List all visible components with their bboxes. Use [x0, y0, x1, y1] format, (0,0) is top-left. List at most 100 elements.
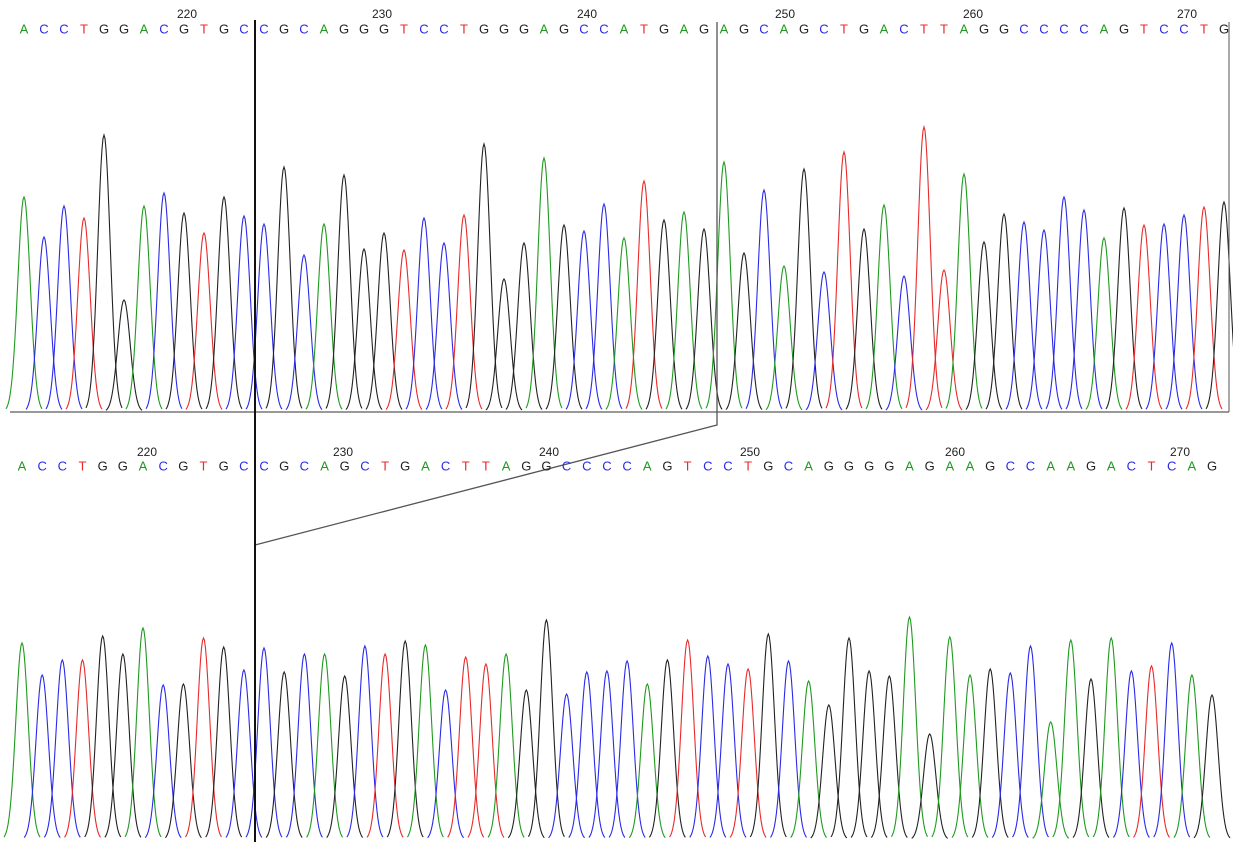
base-call: G — [339, 21, 349, 36]
base-call: C — [784, 458, 793, 473]
peak — [448, 657, 484, 837]
base-call: G — [98, 458, 108, 473]
base-call: A — [880, 21, 889, 36]
peak — [488, 654, 524, 837]
peak — [866, 205, 902, 409]
base-call: A — [18, 458, 27, 473]
base-call: G — [979, 21, 989, 36]
peak — [85, 636, 121, 837]
base-call: C — [703, 458, 712, 473]
base-call: A — [720, 21, 729, 36]
base-call: G — [279, 458, 289, 473]
peak — [786, 169, 822, 408]
base-call: G — [340, 458, 350, 473]
position-label: 220 — [177, 7, 197, 21]
base-call: G — [739, 21, 749, 36]
base-call: A — [1107, 458, 1116, 473]
base-call: G — [884, 458, 894, 473]
peak — [626, 181, 662, 409]
peak — [246, 648, 282, 837]
base-call: A — [804, 458, 813, 473]
peak — [466, 144, 502, 408]
position-label: 260 — [963, 7, 983, 21]
base-call: G — [379, 21, 389, 36]
peak — [746, 190, 782, 409]
base-call: G — [1119, 21, 1129, 36]
base-call: G — [799, 21, 809, 36]
base-call: G — [999, 21, 1009, 36]
base-call: G — [559, 21, 569, 36]
base-call: G — [925, 458, 935, 473]
base-call: G — [179, 21, 189, 36]
peak — [1093, 638, 1129, 837]
base-call: G — [844, 458, 854, 473]
base-call: G — [659, 21, 669, 36]
peak — [886, 276, 922, 410]
peak — [428, 690, 464, 838]
base-call: T — [482, 458, 490, 473]
base-call: T — [744, 458, 752, 473]
peak — [125, 628, 161, 837]
base-call: T — [400, 21, 408, 36]
position-label: 250 — [775, 7, 795, 21]
peak — [446, 215, 482, 409]
base-call: G — [119, 21, 129, 36]
base-call: G — [662, 458, 672, 473]
peak — [286, 255, 322, 410]
peak — [670, 640, 706, 837]
peak — [526, 158, 562, 408]
peak — [586, 204, 622, 409]
base-call: C — [1159, 21, 1168, 36]
base-call: C — [602, 458, 611, 473]
base-call: G — [219, 21, 229, 36]
base-call: A — [680, 21, 689, 36]
chromatogram-view: 220230240250260270ACCTGGACGTGCCGCAGGGTCC… — [0, 0, 1233, 842]
base-call: T — [462, 458, 470, 473]
base-call: C — [1026, 458, 1035, 473]
peak — [326, 175, 362, 409]
base-call: C — [59, 21, 68, 36]
base-call: T — [1148, 458, 1156, 473]
base-call: C — [39, 21, 48, 36]
base-call: C — [759, 21, 768, 36]
position-label: 240 — [577, 7, 597, 21]
base-call: T — [200, 458, 208, 473]
base-call: G — [699, 21, 709, 36]
base-call: G — [985, 458, 995, 473]
base-call: T — [460, 21, 468, 36]
base-call: T — [1200, 21, 1208, 36]
base-call: A — [139, 458, 148, 473]
base-call: C — [299, 21, 308, 36]
base-call: G — [864, 458, 874, 473]
peak — [86, 135, 122, 408]
base-call: A — [945, 458, 954, 473]
base-call: G — [1219, 21, 1229, 36]
base-call: A — [421, 458, 430, 473]
base-call: C — [1167, 458, 1176, 473]
peak — [1013, 646, 1049, 837]
peak — [831, 638, 867, 837]
peak — [506, 243, 542, 410]
peak — [606, 238, 642, 409]
position-label: 230 — [333, 445, 353, 459]
base-call: G — [859, 21, 869, 36]
position-label: 240 — [539, 445, 559, 459]
base-call: G — [118, 458, 128, 473]
base-call: C — [582, 458, 591, 473]
base-call: G — [178, 458, 188, 473]
peak — [750, 634, 786, 837]
base-call: G — [359, 21, 369, 36]
base-call: C — [819, 21, 828, 36]
base-call: C — [1019, 21, 1028, 36]
base-call: A — [1100, 21, 1109, 36]
position-label: 270 — [1170, 445, 1190, 459]
peak — [966, 242, 1002, 410]
base-call: A — [905, 458, 914, 473]
base-call: A — [1067, 458, 1076, 473]
base-call: G — [1086, 458, 1096, 473]
base-call: C — [899, 21, 908, 36]
base-call: T — [381, 458, 389, 473]
base-call: C — [1179, 21, 1188, 36]
peak — [946, 174, 982, 409]
peak — [206, 197, 242, 409]
